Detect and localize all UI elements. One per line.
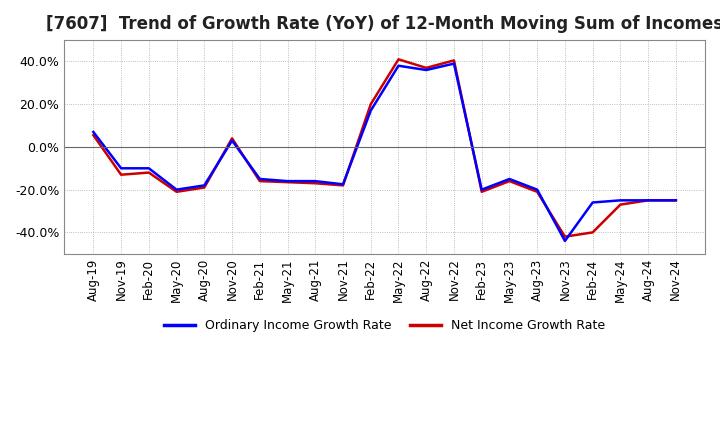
Line: Net Income Growth Rate: Net Income Growth Rate: [94, 59, 676, 237]
Net Income Growth Rate: [588, 230, 597, 235]
Net Income Growth Rate: [228, 136, 236, 141]
Net Income Growth Rate: [422, 65, 431, 70]
Ordinary Income Growth Rate: [644, 198, 652, 203]
Line: Ordinary Income Growth Rate: Ordinary Income Growth Rate: [94, 64, 676, 241]
Ordinary Income Growth Rate: [616, 198, 625, 203]
Net Income Growth Rate: [450, 58, 459, 63]
Ordinary Income Growth Rate: [394, 63, 402, 68]
Net Income Growth Rate: [200, 185, 209, 190]
Net Income Growth Rate: [561, 234, 570, 239]
Ordinary Income Growth Rate: [117, 165, 125, 171]
Net Income Growth Rate: [172, 189, 181, 194]
Ordinary Income Growth Rate: [228, 138, 236, 143]
Ordinary Income Growth Rate: [172, 187, 181, 192]
Net Income Growth Rate: [338, 183, 347, 188]
Net Income Growth Rate: [505, 179, 514, 184]
Ordinary Income Growth Rate: [422, 67, 431, 73]
Ordinary Income Growth Rate: [283, 179, 292, 184]
Ordinary Income Growth Rate: [450, 61, 459, 66]
Title: [7607]  Trend of Growth Rate (YoY) of 12-Month Moving Sum of Incomes: [7607] Trend of Growth Rate (YoY) of 12-…: [46, 15, 720, 33]
Net Income Growth Rate: [283, 180, 292, 185]
Net Income Growth Rate: [311, 180, 320, 186]
Ordinary Income Growth Rate: [200, 183, 209, 188]
Net Income Growth Rate: [533, 189, 541, 194]
Net Income Growth Rate: [616, 202, 625, 207]
Ordinary Income Growth Rate: [145, 165, 153, 171]
Ordinary Income Growth Rate: [338, 182, 347, 187]
Net Income Growth Rate: [394, 57, 402, 62]
Ordinary Income Growth Rate: [366, 108, 375, 113]
Net Income Growth Rate: [89, 132, 98, 138]
Ordinary Income Growth Rate: [588, 200, 597, 205]
Legend: Ordinary Income Growth Rate, Net Income Growth Rate: Ordinary Income Growth Rate, Net Income …: [158, 314, 611, 337]
Ordinary Income Growth Rate: [505, 176, 514, 182]
Ordinary Income Growth Rate: [533, 187, 541, 192]
Net Income Growth Rate: [672, 198, 680, 203]
Net Income Growth Rate: [117, 172, 125, 177]
Net Income Growth Rate: [366, 102, 375, 107]
Ordinary Income Growth Rate: [256, 176, 264, 182]
Net Income Growth Rate: [644, 198, 652, 203]
Ordinary Income Growth Rate: [672, 198, 680, 203]
Ordinary Income Growth Rate: [561, 238, 570, 244]
Net Income Growth Rate: [145, 170, 153, 175]
Ordinary Income Growth Rate: [89, 129, 98, 135]
Net Income Growth Rate: [256, 179, 264, 184]
Ordinary Income Growth Rate: [477, 187, 486, 192]
Net Income Growth Rate: [477, 189, 486, 194]
Ordinary Income Growth Rate: [311, 179, 320, 184]
